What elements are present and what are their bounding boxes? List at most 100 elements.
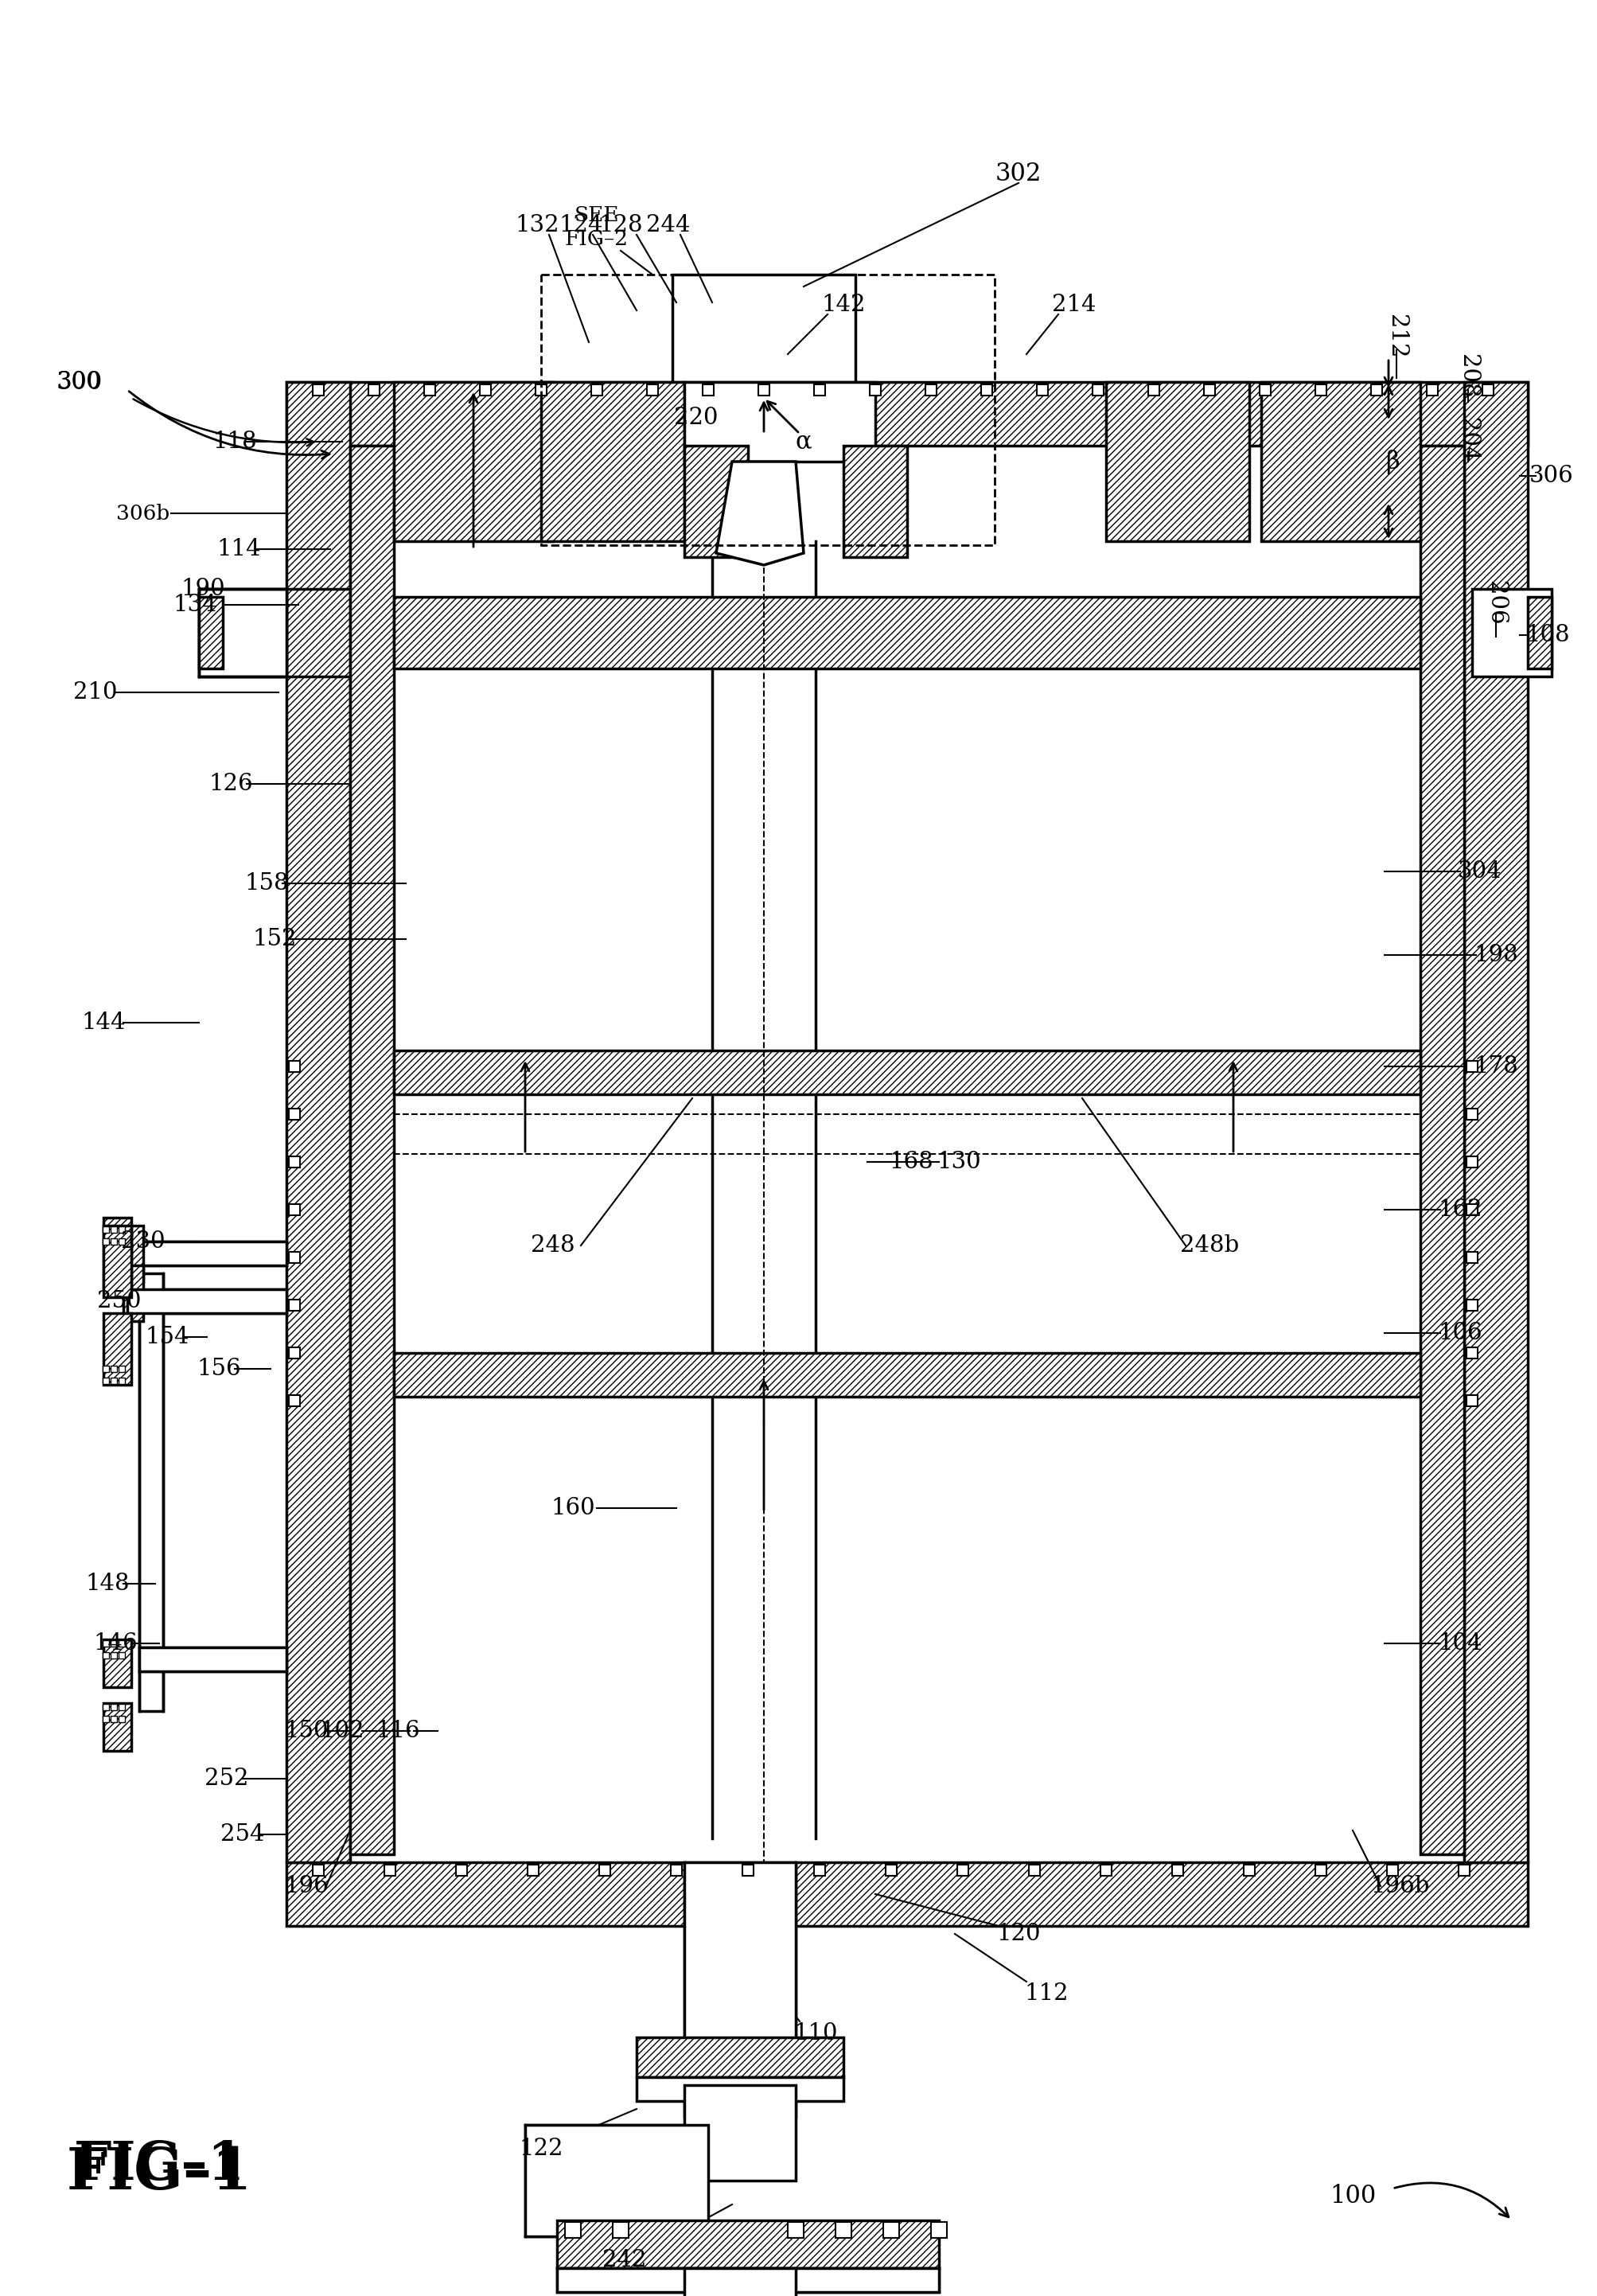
Bar: [759, 383, 770, 395]
Bar: [369, 383, 380, 395]
Text: 204: 204: [1456, 418, 1479, 461]
Bar: [102, 1226, 109, 1233]
Bar: [313, 383, 324, 395]
Text: 248: 248: [530, 1235, 575, 1256]
Text: 158: 158: [244, 872, 289, 895]
Bar: [557, 2220, 939, 2268]
Bar: [102, 1366, 109, 1373]
Bar: [104, 1217, 131, 1290]
Bar: [313, 1864, 324, 1876]
Bar: [813, 383, 824, 395]
Bar: [394, 381, 553, 542]
Text: 178: 178: [1472, 1056, 1517, 1077]
Bar: [525, 2124, 707, 2236]
Bar: [1471, 588, 1551, 677]
Bar: [385, 1864, 396, 1876]
Bar: [1036, 383, 1048, 395]
Text: 144: 144: [81, 1013, 126, 1033]
Bar: [110, 1715, 117, 1722]
Bar: [102, 1238, 109, 1244]
Bar: [1458, 1864, 1469, 1876]
Bar: [1527, 597, 1551, 668]
Bar: [118, 1715, 125, 1722]
Bar: [289, 1157, 300, 1166]
Bar: [557, 2268, 939, 2291]
Text: 252: 252: [204, 1768, 249, 1791]
Text: 146: 146: [93, 1632, 137, 1655]
Text: 306: 306: [1528, 464, 1573, 487]
Polygon shape: [715, 461, 803, 565]
Text: 142: 142: [821, 294, 866, 317]
Bar: [128, 1290, 286, 1313]
Bar: [565, 2223, 581, 2239]
Bar: [1466, 1300, 1477, 1311]
Text: 120: 120: [997, 1922, 1040, 1945]
Bar: [1092, 383, 1104, 395]
Text: 106: 106: [1437, 1322, 1482, 1343]
Text: 102: 102: [319, 1720, 364, 1743]
Bar: [1466, 1396, 1477, 1405]
Text: 150: 150: [284, 1720, 329, 1743]
Bar: [118, 1639, 125, 1646]
Bar: [110, 1704, 117, 1711]
Bar: [1260, 381, 1420, 542]
Bar: [541, 276, 995, 544]
Bar: [1466, 1109, 1477, 1120]
Text: 122: 122: [519, 2138, 562, 2161]
Bar: [1258, 383, 1270, 395]
Bar: [1242, 1864, 1254, 1876]
Bar: [1466, 1061, 1477, 1072]
Text: 304: 304: [1456, 861, 1501, 882]
Bar: [1314, 1864, 1326, 1876]
Bar: [612, 2223, 628, 2239]
Bar: [118, 1704, 125, 1711]
Bar: [123, 1226, 144, 1281]
Bar: [869, 383, 880, 395]
Text: FIG–1: FIG–1: [65, 2144, 252, 2202]
Bar: [1466, 1251, 1477, 1263]
Bar: [981, 383, 992, 395]
Text: 220: 220: [674, 406, 719, 429]
Bar: [289, 1109, 300, 1120]
Bar: [1105, 381, 1249, 542]
Text: α: α: [795, 429, 811, 455]
Text: 110: 110: [794, 2023, 837, 2043]
Text: 300: 300: [57, 372, 102, 393]
Bar: [118, 1366, 125, 1373]
Bar: [885, 1864, 896, 1876]
Text: 100: 100: [1329, 2183, 1375, 2209]
Text: SEE: SEE: [573, 204, 620, 225]
Bar: [671, 1864, 682, 1876]
Text: 250: 250: [97, 1290, 142, 1313]
Bar: [684, 1862, 795, 2101]
Bar: [455, 1864, 466, 1876]
Bar: [883, 2223, 899, 2239]
Text: FIG–1: FIG–1: [73, 2140, 244, 2190]
Text: 244: 244: [647, 214, 690, 236]
Bar: [200, 588, 286, 677]
Text: 118: 118: [212, 432, 257, 452]
Bar: [591, 383, 602, 395]
Bar: [118, 1226, 125, 1233]
Bar: [957, 1864, 968, 1876]
Bar: [286, 381, 1527, 445]
Bar: [557, 2268, 939, 2291]
Bar: [118, 1238, 125, 1244]
Bar: [1466, 1157, 1477, 1166]
Bar: [1172, 1864, 1183, 1876]
Bar: [200, 597, 222, 668]
Bar: [1314, 383, 1326, 395]
Bar: [102, 1639, 109, 1646]
Bar: [289, 1396, 300, 1405]
Text: 148: 148: [85, 1573, 129, 1596]
Bar: [925, 383, 936, 395]
Bar: [118, 1653, 125, 1658]
Bar: [931, 2223, 947, 2239]
Text: 112: 112: [1024, 1981, 1068, 2004]
Bar: [743, 1864, 754, 1876]
Text: 230: 230: [121, 1231, 164, 1254]
Text: 242: 242: [602, 2250, 647, 2271]
Text: 198: 198: [1472, 944, 1517, 967]
Text: 214: 214: [1051, 294, 1096, 317]
Bar: [394, 1052, 1420, 1095]
